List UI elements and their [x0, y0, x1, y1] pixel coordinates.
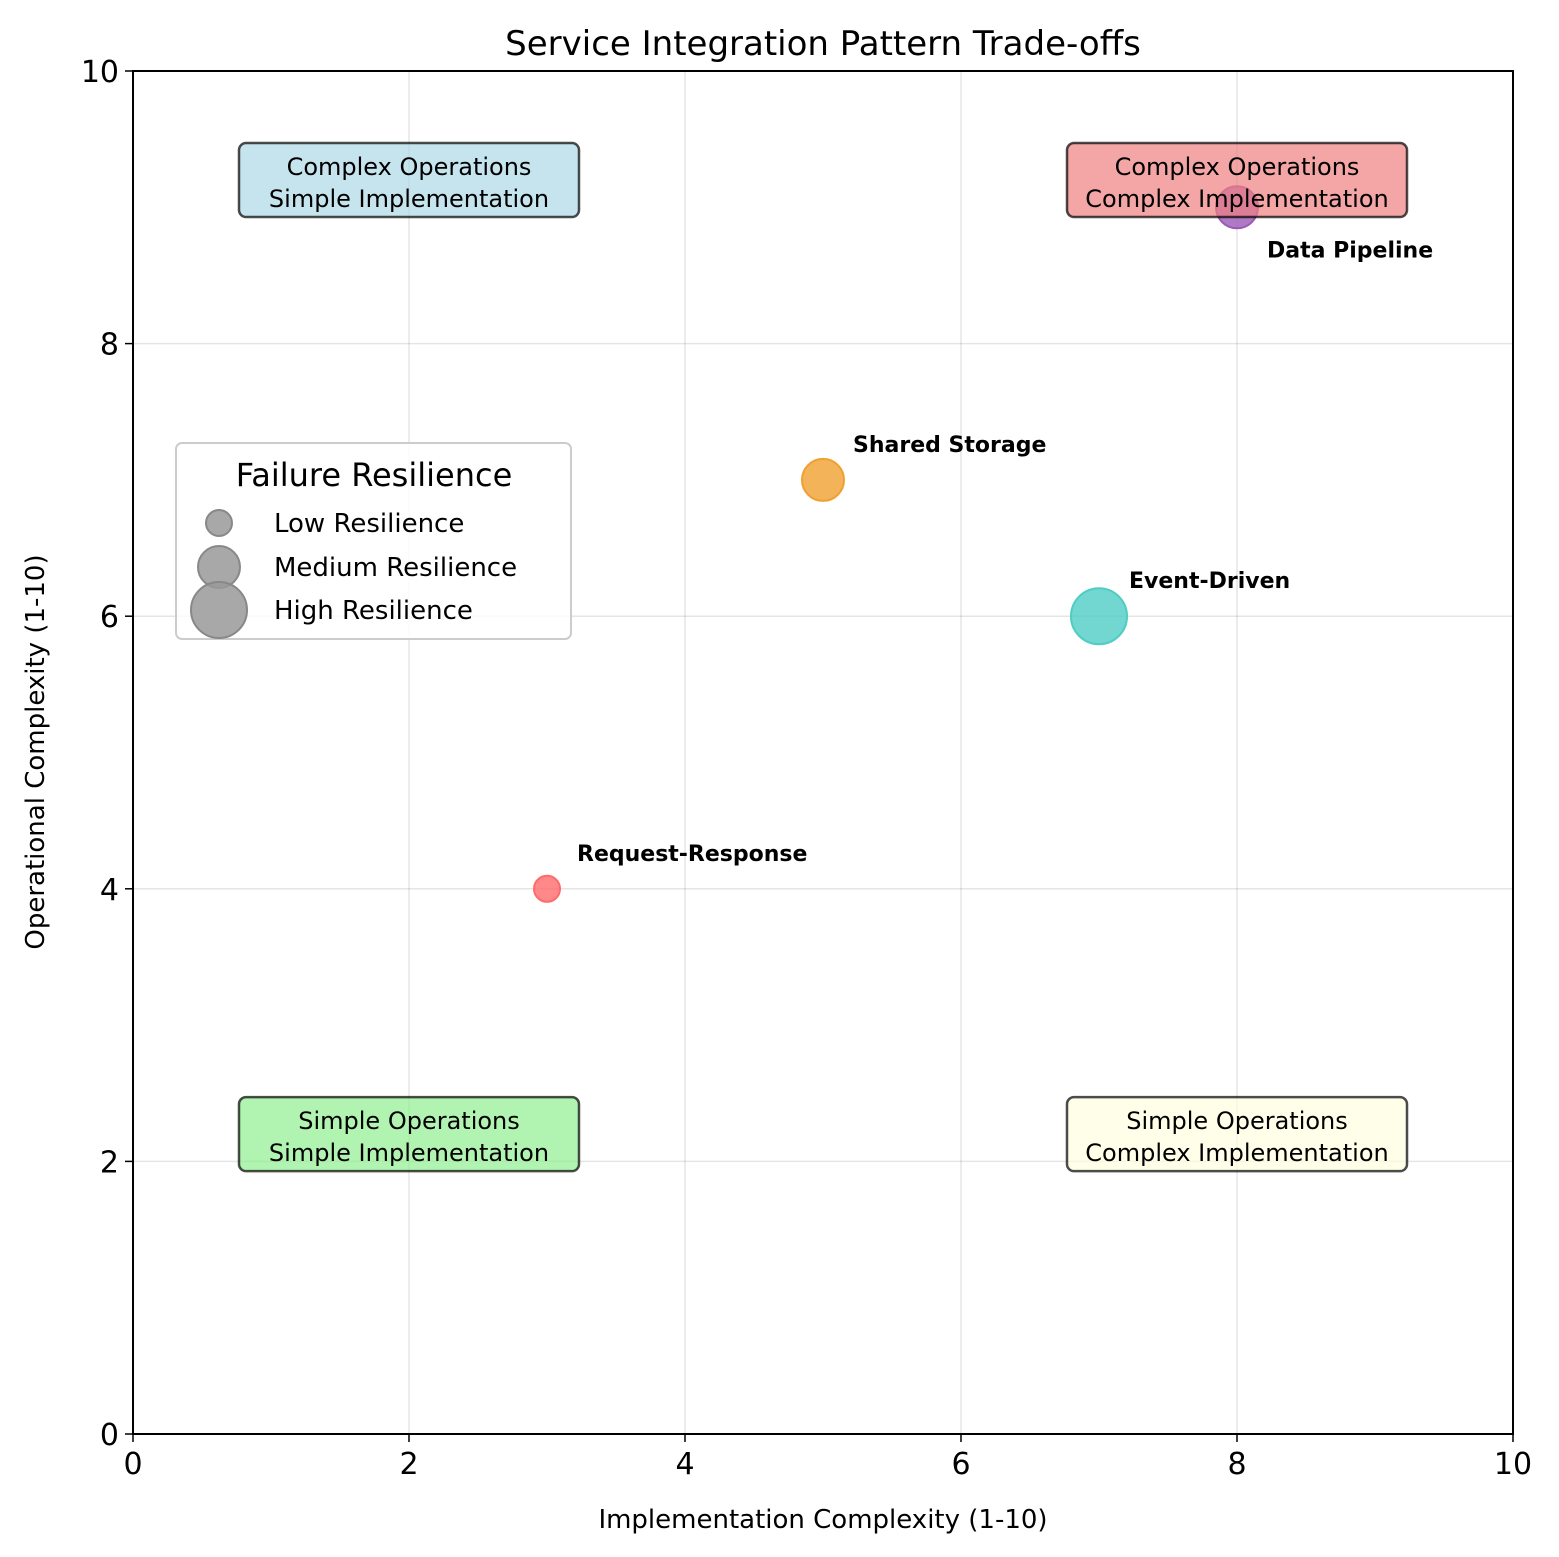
point-label: Event-Driven — [1129, 569, 1290, 594]
quadrant-line2: Simple Implementation — [269, 185, 549, 213]
data-point — [1070, 587, 1128, 646]
quadrant-line1: Simple Operations — [1126, 1107, 1348, 1135]
quadrant-line1: Complex Operations — [287, 153, 532, 181]
legend-title: Failure Resilience — [236, 456, 513, 494]
quadrant-box — [237, 141, 581, 219]
data-point — [533, 874, 561, 903]
y-tick-label: 0 — [100, 1418, 119, 1453]
point-label: Request-Response — [577, 842, 807, 867]
y-axis-label: Operational Complexity (1-10) — [21, 554, 51, 949]
legend-entry-label: Medium Resilience — [274, 553, 517, 583]
x-tick-label: 4 — [675, 1447, 694, 1482]
x-tick-label: 8 — [1227, 1447, 1246, 1482]
x-tick-label: 2 — [399, 1447, 418, 1482]
quadrant-box — [1065, 141, 1409, 219]
quadrant-annotation: Simple Operations Complex Implementation — [1065, 1095, 1409, 1173]
plot-frame — [132, 70, 1514, 1435]
data-point — [801, 457, 845, 502]
y-tick-label: 6 — [100, 600, 119, 635]
quadrant-line1: Complex Operations — [1115, 153, 1360, 181]
x-axis-label: Implementation Complexity (1-10) — [598, 1505, 1047, 1535]
quadrant-annotation: Complex Operations Simple Implementation — [237, 141, 581, 219]
legend-marker — [205, 509, 233, 537]
quadrant-box — [237, 1095, 581, 1173]
x-tick-label: 6 — [951, 1447, 970, 1482]
x-tick-label: 10 — [1494, 1447, 1532, 1482]
quadrant-line1: Simple Operations — [298, 1107, 520, 1135]
quadrant-line2: Complex Implementation — [1085, 1139, 1388, 1167]
quadrant-line2: Complex Implementation — [1085, 185, 1388, 213]
legend: Failure Resilience Low Resilience Medium R… — [175, 442, 572, 640]
quadrant-line2: Simple Implementation — [269, 1139, 549, 1167]
legend-entry-label: High Resilience — [274, 596, 473, 626]
y-tick-label: 10 — [81, 55, 119, 90]
chart-title: Service Integration Pattern Trade-offs — [505, 24, 1141, 64]
quadrant-box — [1065, 1095, 1409, 1173]
point-label: Data Pipeline — [1267, 238, 1433, 263]
quadrant-annotation: Complex Operations Complex Implementation — [1065, 141, 1409, 219]
legend-entry-label: Low Resilience — [274, 509, 464, 539]
y-tick-label: 4 — [100, 873, 119, 908]
point-label: Shared Storage — [853, 433, 1046, 458]
y-tick-label: 2 — [100, 1145, 119, 1180]
legend-marker — [190, 581, 248, 639]
y-tick-label: 8 — [100, 328, 119, 363]
legend-frame — [175, 442, 572, 640]
x-tick-label: 0 — [123, 1447, 142, 1482]
quadrant-annotation: Simple Operations Simple Implementation — [237, 1095, 581, 1173]
